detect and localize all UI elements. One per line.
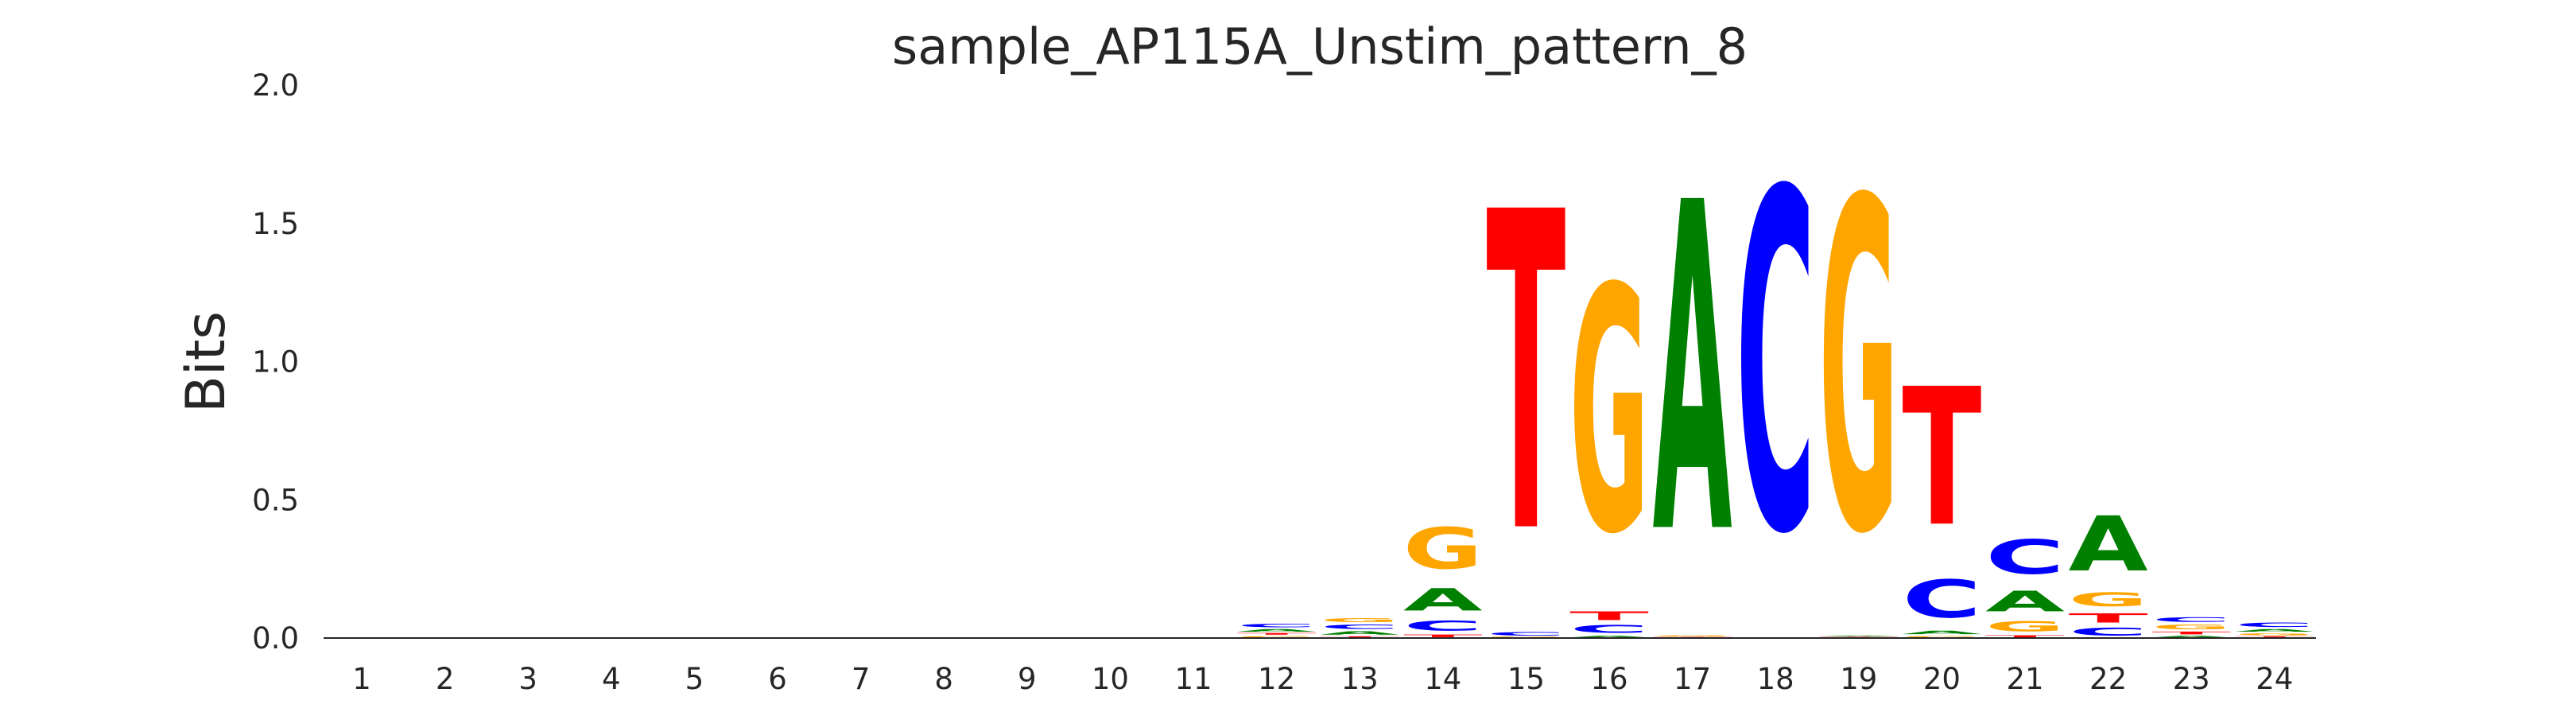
logo-letter-G: G xyxy=(2151,624,2231,631)
x-tick-label: 10 xyxy=(1092,662,1129,696)
x-tick-label: 13 xyxy=(1341,662,1379,696)
x-tick-label: 22 xyxy=(2089,662,2127,696)
logo-letter-C: C xyxy=(1403,618,1483,634)
x-tick-label: 15 xyxy=(1507,662,1545,696)
logo-letter-G: G xyxy=(1403,516,1483,582)
logo-letter-A: A xyxy=(1237,628,1317,632)
y-axis-ticks: 0.0 0.5 1.0 1.5 2.0 xyxy=(252,68,299,656)
logo-letter-A: A xyxy=(1819,636,1899,637)
x-tick-label: 6 xyxy=(768,662,787,696)
y-tick-label: 1.0 xyxy=(252,345,299,379)
logo-letter-T: T xyxy=(1569,609,1649,622)
logo-letter-T: T xyxy=(2069,611,2148,626)
logo-letter-A: A xyxy=(2151,636,2231,638)
logo-letter-A: A xyxy=(2069,500,2148,589)
x-tick-label: 1 xyxy=(352,662,371,696)
x-tick-label: 18 xyxy=(1757,662,1794,696)
x-tick-label: 16 xyxy=(1590,662,1627,696)
logo-letter-C: C xyxy=(1736,95,1815,636)
logo-letter-T: T xyxy=(1902,348,1981,569)
x-tick-label: 5 xyxy=(685,662,704,696)
x-tick-label: 14 xyxy=(1424,662,1461,696)
logo-letter-A: A xyxy=(2235,628,2314,632)
logo-letter-G: G xyxy=(1653,636,1732,637)
logo-letter-G: G xyxy=(1320,617,1399,624)
y-tick-label: 0.5 xyxy=(252,483,299,517)
y-tick-label: 2.0 xyxy=(252,68,299,103)
logo-letter-G: G xyxy=(1985,618,2065,635)
logo-letter-C: C xyxy=(2151,616,2231,623)
logo-letter-C: C xyxy=(1902,570,1981,630)
logo-letter-A: A xyxy=(1902,630,1981,636)
x-tick-label: 17 xyxy=(1674,662,1711,696)
logo-letter-C: C xyxy=(1237,623,1317,628)
logo-letter-C: C xyxy=(2069,625,2148,638)
logo-letter-T: T xyxy=(1237,632,1317,635)
logo-letter-T: T xyxy=(1403,634,1483,638)
x-tick-label: 8 xyxy=(934,662,953,696)
logo-letter-G: G xyxy=(2069,589,2148,611)
x-tick-label: 11 xyxy=(1174,662,1212,696)
logo-letter-C: C xyxy=(1320,624,1399,631)
x-tick-label: 4 xyxy=(602,662,621,696)
x-tick-label: 2 xyxy=(436,662,455,696)
logo-letter-C: C xyxy=(1569,623,1649,636)
x-axis-ticks: 1 2 3 4 5 6 7 8 9 10 11 12 13 14 15 16 17 18 19 20 21 22 23 24 xyxy=(352,662,2293,696)
logo-letter-T: T xyxy=(1985,635,2065,638)
x-tick-label: 24 xyxy=(2256,662,2293,696)
x-tick-label: 23 xyxy=(2173,662,2210,696)
y-tick-label: 1.5 xyxy=(252,207,299,241)
logo-letter-T: T xyxy=(1320,636,1399,638)
logo-letter-G: G xyxy=(1819,106,1899,634)
x-tick-label: 9 xyxy=(1018,662,1037,696)
y-axis-label: Bits xyxy=(175,311,238,413)
logo-letter-G: G xyxy=(1237,636,1317,638)
logo-letter-T: T xyxy=(2151,631,2231,635)
logo-letter-A: A xyxy=(1569,636,1649,638)
x-tick-label: 20 xyxy=(1923,662,1961,696)
logo-letter-C: C xyxy=(2235,621,2314,628)
x-tick-label: 21 xyxy=(2006,662,2043,696)
logo-letter-A: A xyxy=(1403,582,1483,618)
logo-letter-G: G xyxy=(1902,636,1981,638)
y-tick-label: 0.0 xyxy=(252,621,299,656)
logo-letter-G: G xyxy=(1569,218,1649,608)
chart-title: sample_AP115A_Unstim_pattern_8 xyxy=(892,18,1748,76)
logo-letter-G: G xyxy=(2235,632,2314,636)
x-tick-label: 12 xyxy=(1258,662,1295,696)
logo-letters: GTACTACGTCAGGCTACTGTGACTAGGACTTGACCTGAAT… xyxy=(1237,95,2315,638)
logo-letter-T: T xyxy=(1486,121,1566,629)
logo-letter-A: A xyxy=(1653,109,1733,634)
x-tick-label: 19 xyxy=(1840,662,1877,696)
logo-letter-A: A xyxy=(1985,586,2065,618)
logo-letter-T: T xyxy=(2235,636,2314,638)
logo-letter-C: C xyxy=(1985,530,2065,586)
x-tick-label: 7 xyxy=(852,662,871,696)
logo-letter-A: A xyxy=(1320,630,1399,636)
logo-letter-C: C xyxy=(1486,631,1565,636)
x-tick-label: 3 xyxy=(518,662,537,696)
